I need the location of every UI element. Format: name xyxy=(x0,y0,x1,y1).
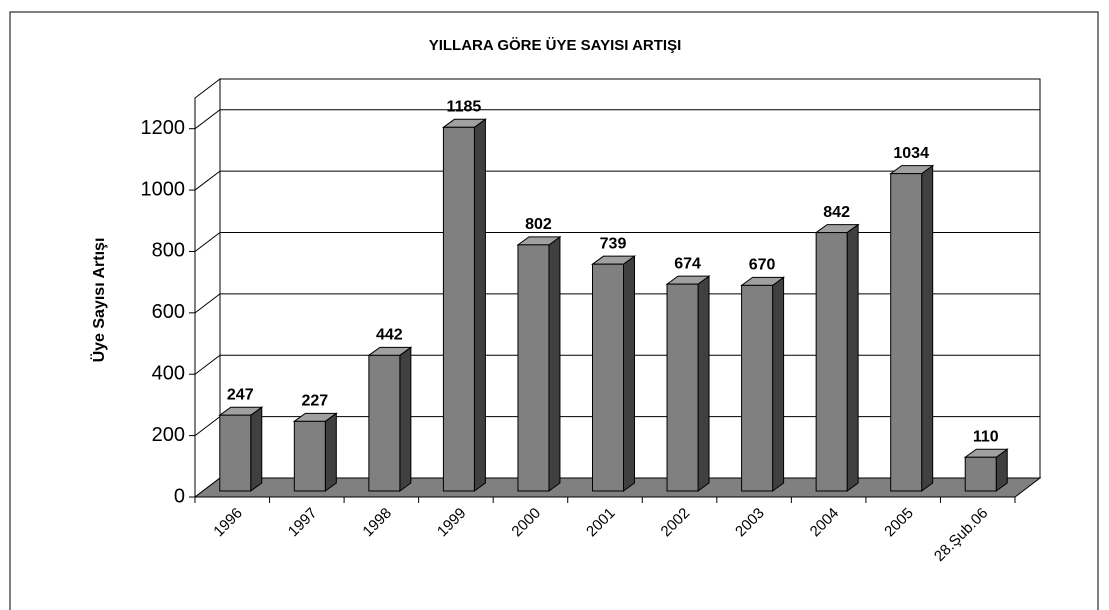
bar-side xyxy=(473,118,486,492)
bar xyxy=(890,173,923,492)
bar xyxy=(517,244,550,492)
bar xyxy=(368,354,401,492)
bar-side xyxy=(623,255,635,492)
bar-side xyxy=(772,276,785,492)
value-label: 674 xyxy=(674,255,701,272)
bar-side xyxy=(250,406,263,492)
value-label: 1185 xyxy=(447,99,482,116)
bar xyxy=(964,456,997,492)
y-tick-label: 800 xyxy=(152,240,185,262)
chart-title: YILLARA GÖRE ÜYE SAYISI ARTIŞI xyxy=(429,37,682,54)
value-label: 842 xyxy=(823,204,850,221)
bar xyxy=(442,126,475,492)
bar xyxy=(592,263,624,492)
value-label: 442 xyxy=(376,327,403,344)
grid-line xyxy=(194,170,1040,191)
grid-line xyxy=(194,109,1040,130)
value-label: 110 xyxy=(973,428,999,445)
y-axis-title: Üye Sayısı Artışı xyxy=(89,238,108,363)
y-tick-label: 1000 xyxy=(141,178,186,200)
y-tick-label: 200 xyxy=(152,424,185,446)
bar xyxy=(666,283,699,492)
bar-side xyxy=(548,235,561,492)
value-label: 802 xyxy=(525,216,552,233)
bar-side xyxy=(324,412,337,492)
bar xyxy=(219,414,252,492)
value-label: 1034 xyxy=(893,145,929,162)
value-label: 670 xyxy=(749,257,776,274)
grid-line xyxy=(194,231,1040,252)
bar xyxy=(741,284,774,492)
bar xyxy=(293,420,326,492)
y-tick-label: 600 xyxy=(152,301,185,323)
bar-side xyxy=(697,275,710,492)
y-tick-label: 400 xyxy=(152,363,185,385)
y-tick-label: 1200 xyxy=(141,117,186,139)
value-label: 247 xyxy=(227,386,254,403)
value-label: 227 xyxy=(301,393,328,410)
bar-side xyxy=(846,223,859,492)
y-tick-label: 0 xyxy=(174,485,185,507)
side-wall xyxy=(194,77,221,499)
bar xyxy=(815,232,848,492)
value-label: 739 xyxy=(600,235,627,252)
bar-side xyxy=(399,346,412,492)
bar-side xyxy=(921,164,934,492)
